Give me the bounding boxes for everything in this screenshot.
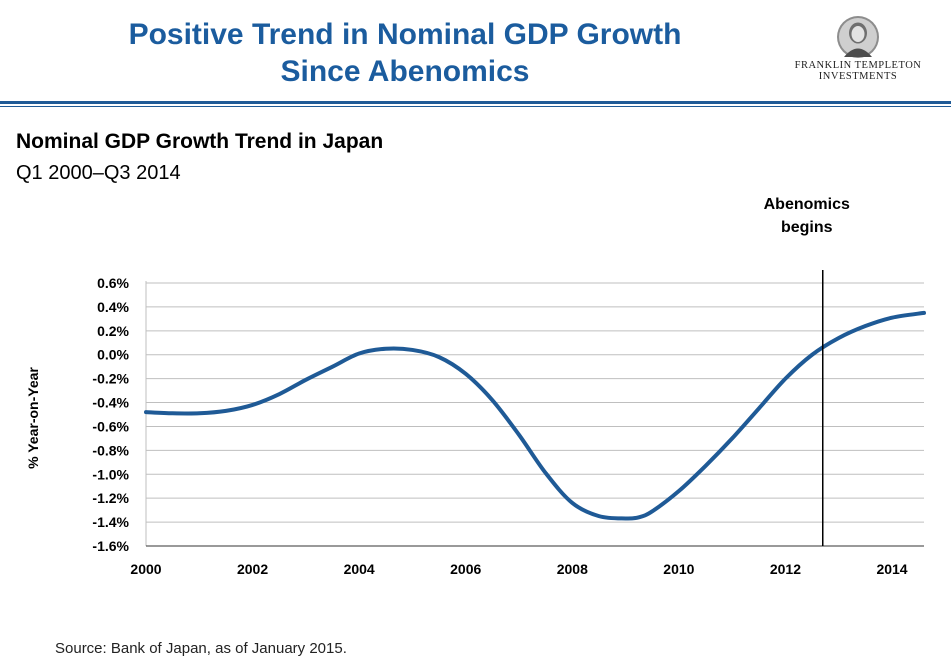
header-rule-thick xyxy=(0,101,951,104)
x-tick-label: 2006 xyxy=(450,561,481,577)
y-tick-label: 0.4% xyxy=(97,299,129,315)
y-tick-label: 0.2% xyxy=(97,323,129,339)
y-tick-label: -1.0% xyxy=(92,466,129,482)
y-tick-label: -1.2% xyxy=(92,490,129,506)
x-tick-label: 2002 xyxy=(237,561,268,577)
header-rule-thin xyxy=(0,106,951,107)
source-note: Source: Bank of Japan, as of January 201… xyxy=(55,640,347,657)
y-tick-label: 0.0% xyxy=(97,347,129,363)
x-tick-label: 2014 xyxy=(876,561,907,577)
y-tick-label: -0.4% xyxy=(92,395,129,411)
x-tick-label: 2010 xyxy=(663,561,694,577)
y-tick-label: -0.8% xyxy=(92,442,129,458)
chart-subtitle: Q1 2000–Q3 2014 xyxy=(16,162,181,184)
abenomics-label-line-1: Abenomics xyxy=(764,196,850,213)
gdp-growth-line xyxy=(144,310,926,521)
logo-text-line-2: INVESTMENTS xyxy=(818,71,898,82)
x-tick-label: 2012 xyxy=(770,561,801,577)
y-tick-label: 0.6% xyxy=(97,275,129,291)
franklin-templeton-logo: FRANKLIN TEMPLETON INVESTMENTS xyxy=(770,14,946,94)
portrait-medallion-icon xyxy=(837,16,879,58)
slide-title: Positive Trend in Nominal GDP Growth Sin… xyxy=(60,16,750,90)
y-tick-label: -0.2% xyxy=(92,371,129,387)
slide-title-line-1: Positive Trend in Nominal GDP Growth xyxy=(128,18,682,51)
slide-title-line-2: Since Abenomics xyxy=(280,55,530,88)
y-tick-label: -0.6% xyxy=(92,418,129,434)
x-tick-label: 2004 xyxy=(344,561,375,577)
abenomics-label-line-2: begins xyxy=(781,219,833,236)
x-tick-label: 2008 xyxy=(557,561,588,577)
chart-title: Nominal GDP Growth Trend in Japan xyxy=(16,130,384,153)
y-tick-label: -1.4% xyxy=(92,514,129,530)
y-axis-label: % Year-on-Year xyxy=(25,367,41,469)
gdp-line-chart: 0.6% 0.4% 0.2% 0.0% -0.2% -0.4% -0.6% -0.8% -1.0… xyxy=(25,196,926,577)
y-tick-label: -1.6% xyxy=(92,538,129,554)
logo-text-line-1: FRANKLIN TEMPLETON xyxy=(794,60,922,71)
x-tick-label: 2000 xyxy=(130,561,161,577)
